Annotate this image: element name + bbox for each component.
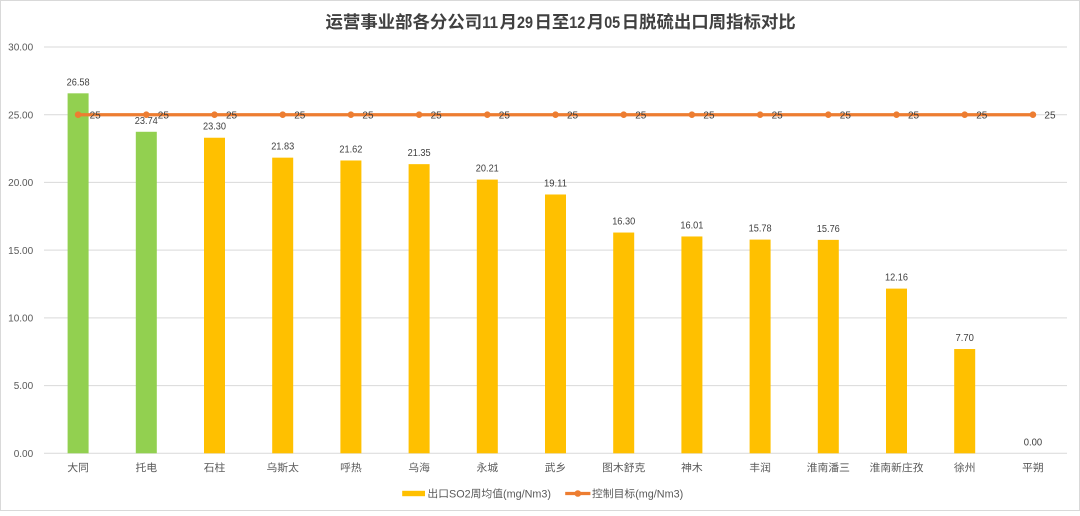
svg-text:5.00: 5.00 (14, 381, 34, 392)
svg-text:16.30: 16.30 (612, 217, 635, 228)
svg-text:10.00: 10.00 (8, 313, 33, 324)
svg-text:25: 25 (1044, 110, 1056, 121)
svg-text:23.74: 23.74 (135, 116, 158, 127)
svg-text:15.78: 15.78 (749, 224, 772, 235)
svg-text:25: 25 (976, 110, 988, 121)
svg-text:15.76: 15.76 (817, 224, 840, 235)
svg-text:25: 25 (158, 110, 170, 121)
svg-text:0.00: 0.00 (1024, 437, 1043, 448)
svg-text:25: 25 (226, 110, 238, 121)
svg-text:25: 25 (90, 110, 102, 121)
svg-text:19.11: 19.11 (544, 178, 567, 189)
svg-text:25: 25 (772, 110, 784, 121)
svg-text:(mg/Nm3): (mg/Nm3) (635, 488, 683, 500)
svg-text:25: 25 (840, 110, 852, 121)
svg-text:16.01: 16.01 (680, 220, 703, 231)
svg-text:25: 25 (499, 110, 511, 121)
svg-text:11: 11 (482, 14, 498, 32)
svg-text:12.16: 12.16 (885, 273, 908, 284)
svg-text:25: 25 (567, 110, 579, 121)
svg-text:0.00: 0.00 (14, 449, 34, 460)
svg-text:25: 25 (703, 110, 715, 121)
svg-text:25: 25 (635, 110, 647, 121)
svg-text:25: 25 (294, 110, 306, 121)
svg-text:20.00: 20.00 (8, 178, 33, 189)
svg-text:25: 25 (431, 110, 443, 121)
svg-text:12: 12 (569, 14, 585, 32)
svg-text:21.35: 21.35 (408, 148, 431, 159)
svg-text:30.00: 30.00 (8, 43, 33, 54)
svg-text:25.00: 25.00 (8, 110, 33, 121)
svg-text:21.62: 21.62 (339, 144, 362, 155)
svg-text:25: 25 (908, 110, 920, 121)
svg-text:(mg/Nm3): (mg/Nm3) (503, 488, 551, 500)
svg-text:25: 25 (362, 110, 374, 121)
svg-text:15.00: 15.00 (8, 246, 33, 257)
svg-text:20.21: 20.21 (476, 164, 499, 175)
svg-text:26.58: 26.58 (67, 77, 90, 88)
svg-text:SO2: SO2 (449, 488, 471, 500)
svg-text:21.83: 21.83 (271, 142, 294, 153)
svg-text:23.30: 23.30 (203, 122, 226, 133)
svg-text:29: 29 (517, 14, 533, 32)
svg-text:05: 05 (604, 14, 620, 32)
svg-text:7.70: 7.70 (956, 333, 975, 344)
